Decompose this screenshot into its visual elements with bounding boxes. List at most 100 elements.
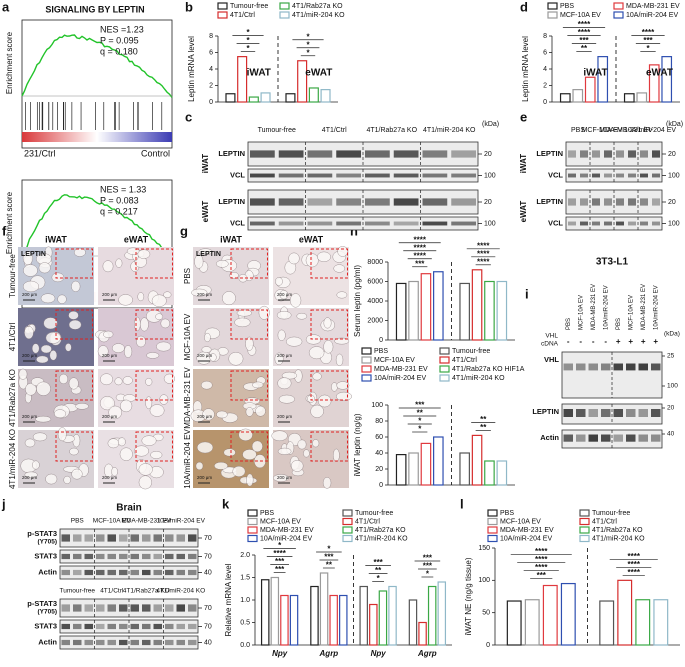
adipocyte — [32, 460, 40, 470]
y-axis-label: Relative mRNA level — [224, 563, 233, 636]
lane-label: MCF-10A EV — [628, 295, 634, 330]
blot-band — [592, 173, 600, 178]
y-axis-label: iWAT leptin (ng/g) — [353, 413, 362, 476]
blot-label: VCL — [548, 170, 563, 179]
adipocyte — [32, 432, 48, 442]
blot-band — [278, 150, 304, 158]
blot-label: LEPTIN — [218, 149, 245, 158]
legend-label: MDA-MB-231 EV — [260, 527, 314, 534]
adipocyte — [149, 404, 165, 417]
blot-band — [165, 553, 174, 560]
blot-band — [628, 173, 636, 178]
adipocyte — [24, 438, 36, 448]
blot-band — [250, 150, 275, 158]
blot-band — [130, 569, 139, 576]
significance-label: ** — [417, 409, 424, 418]
blot-band — [153, 569, 162, 576]
lane-label: PBS — [71, 518, 85, 525]
blot-band — [365, 198, 390, 206]
adipocyte — [111, 343, 125, 353]
blot-band — [176, 623, 185, 630]
blot-band — [96, 623, 105, 630]
adipocyte — [215, 260, 229, 268]
significance-label: * — [306, 32, 310, 41]
blot-band — [165, 639, 174, 646]
blot-band — [451, 173, 476, 178]
bar — [378, 590, 388, 646]
blot-band — [119, 604, 128, 612]
blot-band — [568, 150, 576, 158]
blot-band — [165, 534, 174, 542]
blot-band — [119, 639, 128, 646]
bar — [572, 89, 584, 103]
blot-band — [61, 639, 70, 646]
blot-band — [188, 569, 197, 576]
blot-band — [61, 623, 70, 630]
adipocyte — [35, 415, 52, 423]
blot-band — [130, 604, 139, 612]
blot-band — [165, 623, 174, 630]
blot-band — [580, 173, 588, 178]
inset-frame — [55, 370, 93, 401]
bar — [635, 599, 651, 646]
bar — [459, 452, 470, 486]
adipocyte — [138, 463, 153, 476]
blot-band — [336, 173, 361, 178]
bar — [623, 93, 635, 103]
adipocyte — [246, 473, 254, 487]
column-label: iWAT — [220, 234, 242, 244]
inset-frame — [135, 248, 173, 279]
blot-band — [84, 553, 93, 560]
adipocyte — [216, 410, 228, 419]
y-tick-label: 2 — [543, 82, 547, 89]
significance-label: **** — [578, 20, 591, 29]
blot-band — [96, 639, 105, 646]
blot-label: VCL — [230, 170, 245, 179]
blot-band — [153, 639, 162, 646]
inset-frame — [310, 431, 348, 462]
blot-band — [84, 604, 93, 612]
adipocyte — [68, 310, 79, 320]
blot-band — [130, 534, 139, 542]
blot-band — [153, 623, 162, 630]
blot-band — [84, 639, 93, 646]
adipocyte — [317, 394, 332, 408]
adipocyte — [22, 280, 39, 293]
significance-label: **** — [535, 547, 548, 556]
significance-label: * — [306, 48, 310, 57]
x-tick-label: Agrp — [319, 649, 339, 658]
adipocyte — [200, 380, 213, 390]
legend-label: 10A/miR-204 EV — [626, 12, 678, 19]
blot-band — [142, 553, 151, 560]
lane-label: MCF-10A EV — [578, 295, 584, 330]
blot-band — [451, 221, 476, 226]
bar — [237, 56, 248, 103]
blot-band — [188, 623, 197, 630]
blot-band — [393, 173, 419, 178]
adipocyte — [23, 264, 38, 277]
lane-label: PBS — [571, 127, 585, 134]
panel-letter: l — [460, 496, 464, 511]
significance-label: * — [646, 44, 650, 53]
bar — [560, 582, 576, 646]
blot-title: Brain — [116, 503, 142, 514]
adipocyte — [159, 394, 169, 405]
adipocyte — [333, 448, 340, 462]
adipocyte — [124, 345, 133, 358]
bar — [369, 603, 378, 646]
legend-label: MCF-10A EV — [374, 357, 415, 364]
legend-swatch — [487, 509, 498, 517]
blot-band — [61, 534, 70, 542]
kda-label: 20 — [484, 151, 492, 158]
inset-frame — [230, 248, 268, 279]
adipocyte — [49, 350, 58, 361]
adipocyte — [22, 251, 34, 265]
y-tick-label: 50 — [482, 610, 490, 617]
lane-label: MDA-MB-231 EV — [641, 284, 647, 330]
adipocyte — [303, 449, 310, 458]
blot-band — [61, 569, 70, 576]
row-label: 4T1/Rab27a KO — [8, 369, 17, 427]
bar — [437, 581, 447, 646]
adipocyte — [151, 294, 167, 307]
